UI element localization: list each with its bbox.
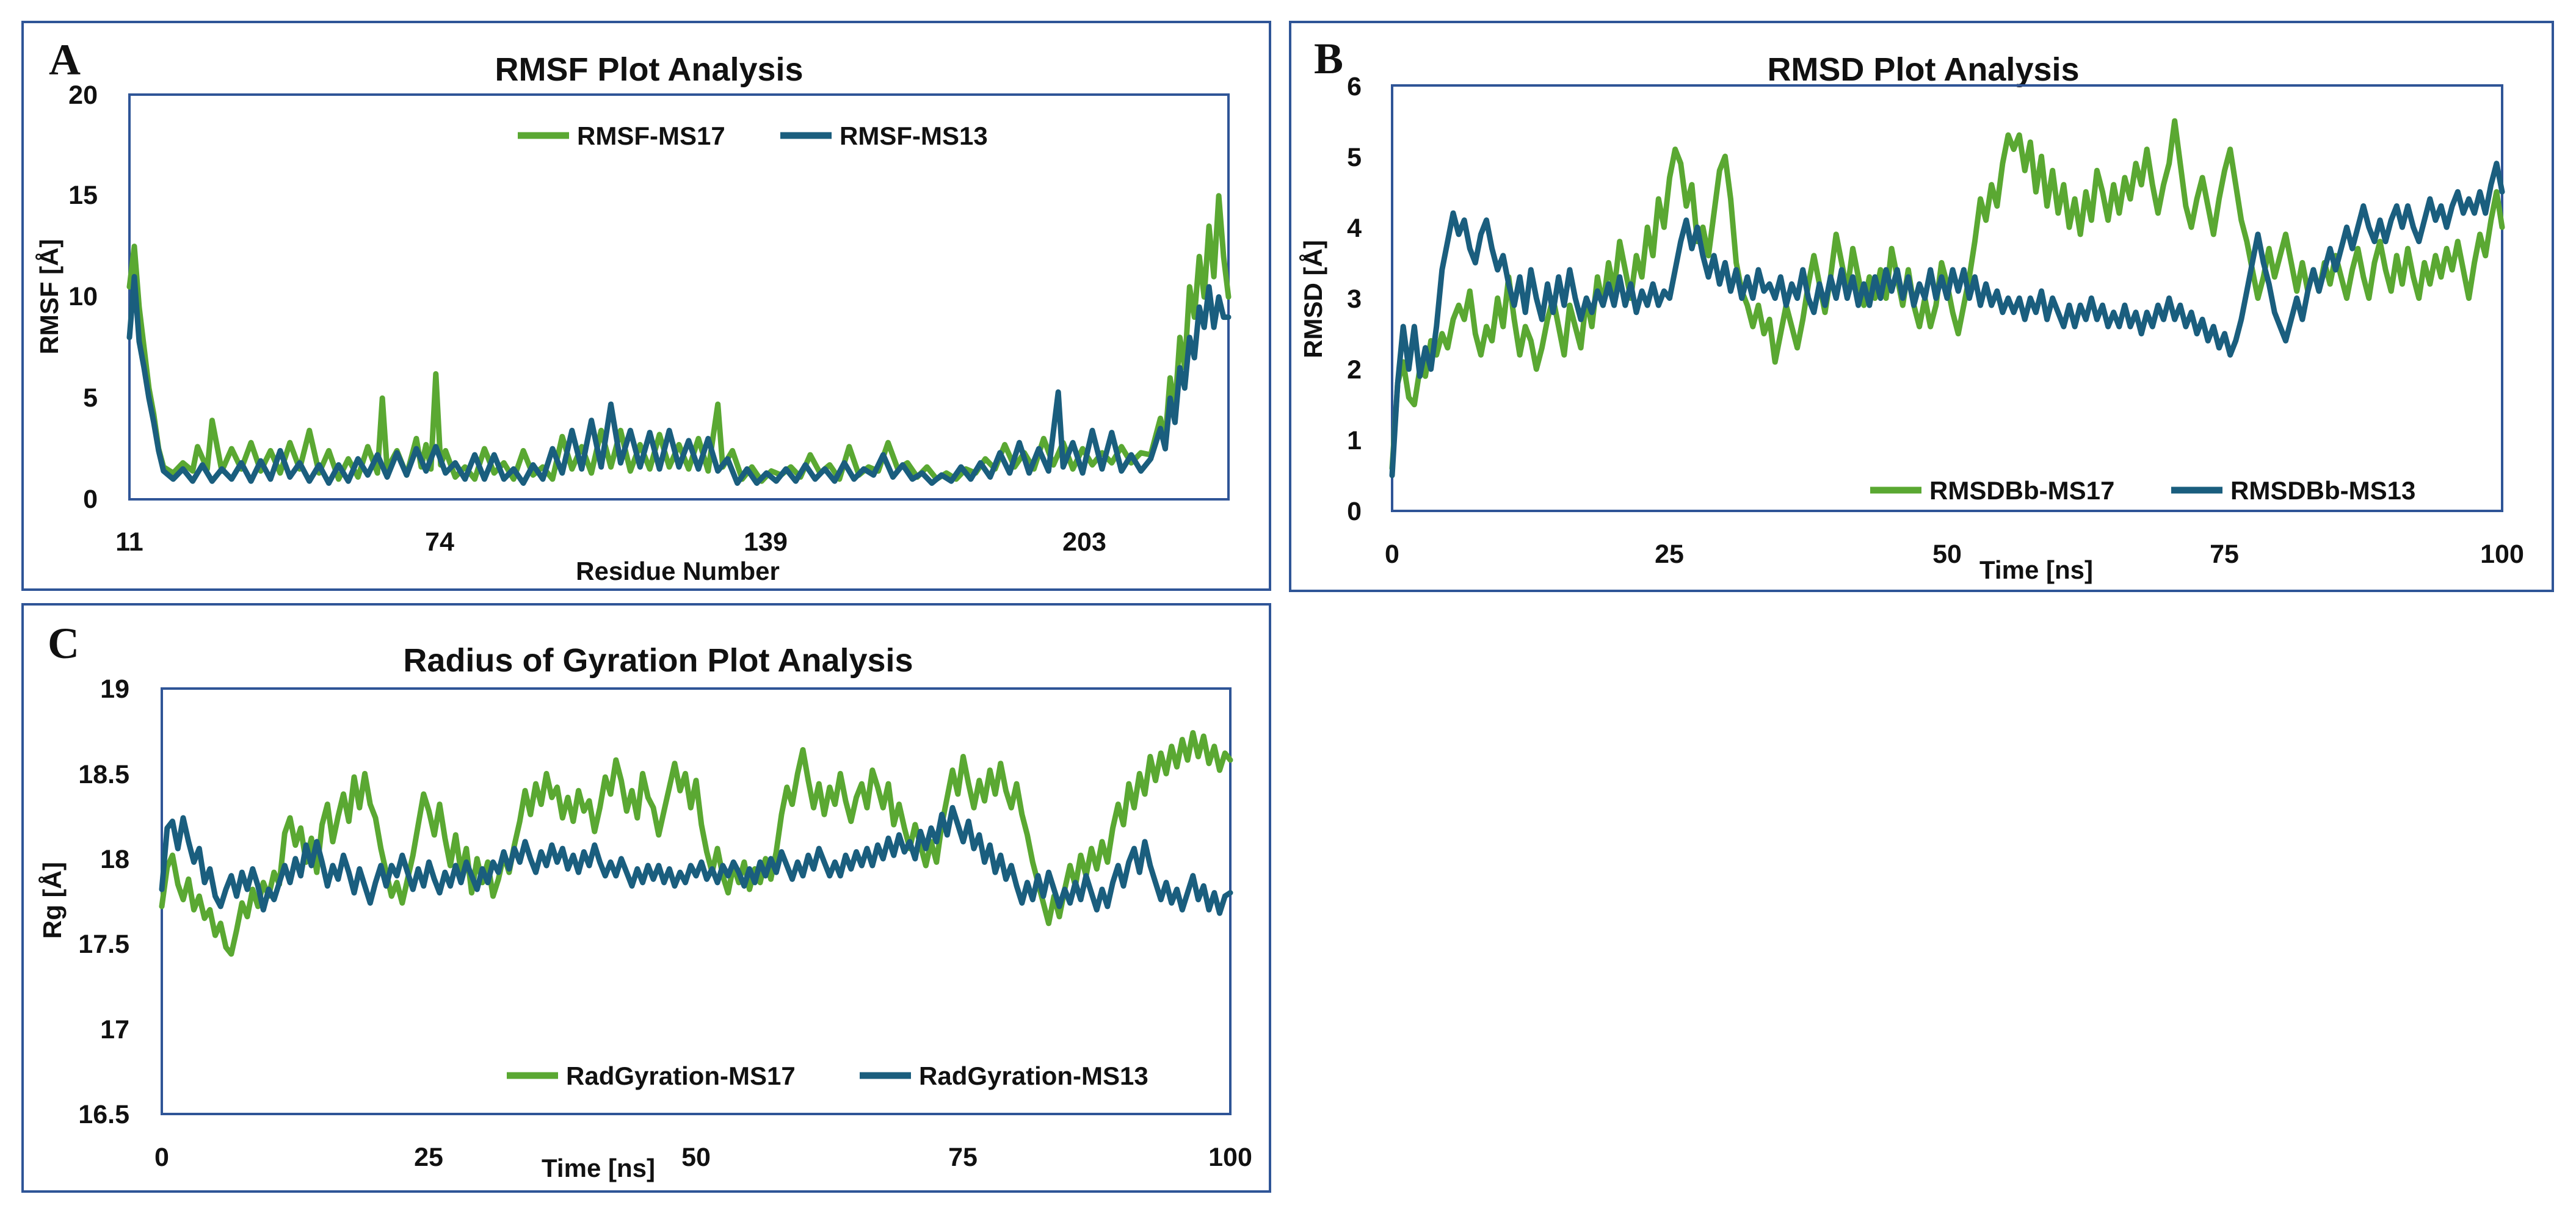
panel-c-title: Radius of Gyration Plot Analysis bbox=[403, 642, 913, 679]
panel-c-xtick-label: 25 bbox=[414, 1143, 443, 1172]
panel-a-xtick-label: 203 bbox=[1062, 527, 1106, 557]
panel-a-xtick-labels: 11 74 139 203 bbox=[115, 527, 1106, 557]
legend-label-ms17: RMSF-MS17 bbox=[577, 121, 725, 150]
panel-b-series-line-ms13 bbox=[1389, 161, 2505, 479]
panel-a-ytick-label: 0 bbox=[83, 485, 98, 514]
panel-c-ytick-label: 18 bbox=[100, 845, 129, 874]
panel-c-ytick-label: 19 bbox=[100, 675, 129, 704]
panel-a-xtick-label: 139 bbox=[744, 527, 788, 557]
panel-b-legend: RMSDBb-MS17 RMSDBb-MS13 bbox=[1870, 476, 2415, 505]
panel-b-ylabel: RMSD [Å] bbox=[1299, 240, 1327, 358]
panel-a-ytick-labels: 0 5 10 15 20 bbox=[68, 81, 98, 514]
panel-b-xtick-label: 0 bbox=[1385, 540, 1399, 569]
panel-a-ytick-label: 10 bbox=[68, 282, 98, 311]
panel-b-xtick-label: 100 bbox=[2480, 540, 2524, 569]
panel-a: A RMSF Plot Analysis 0 5 10 15 20 11 74 … bbox=[21, 21, 1271, 591]
panel-b: B RMSD Plot Analysis 0 1 2 3 4 5 6 0 25 … bbox=[1289, 21, 2554, 592]
panel-a-ytick-label: 5 bbox=[83, 383, 98, 413]
panel-b-plot-area bbox=[1391, 84, 2503, 512]
panel-a-legend: RMSF-MS17 RMSF-MS13 bbox=[518, 121, 988, 150]
panel-a-ylabel: RMSF [Å] bbox=[35, 239, 63, 355]
panel-c-ytick-label: 17.5 bbox=[78, 930, 129, 959]
panel-b-ytick-label: 1 bbox=[1347, 426, 1362, 455]
panel-b-title: RMSD Plot Analysis bbox=[1767, 51, 2079, 88]
panel-c-xtick-labels: 0 25 50 75 100 bbox=[154, 1143, 1252, 1172]
panel-c-label: C bbox=[48, 619, 79, 668]
panel-b-xtick-label: 50 bbox=[1932, 540, 1962, 569]
panel-b-ytick-label: 6 bbox=[1347, 72, 1362, 101]
legend-label-ms13: RadGyration-MS13 bbox=[919, 1062, 1148, 1090]
panel-b-xtick-label: 25 bbox=[1655, 540, 1684, 569]
panel-b-ytick-label: 3 bbox=[1347, 284, 1362, 314]
panel-b-series-group bbox=[1389, 118, 2505, 479]
panel-b-ytick-label: 0 bbox=[1347, 497, 1362, 526]
panel-a-xlabel: Residue Number bbox=[576, 557, 780, 585]
panel-a-ytick-label: 20 bbox=[68, 81, 98, 110]
panel-a-series-line-ms13 bbox=[126, 273, 1232, 486]
panel-a-label: A bbox=[49, 35, 81, 84]
panel-c-xtick-label: 0 bbox=[154, 1143, 169, 1172]
panel-c-xtick-label: 100 bbox=[1208, 1143, 1252, 1172]
panel-c-xtick-label: 75 bbox=[948, 1143, 978, 1172]
panel-a-xtick-label: 11 bbox=[115, 527, 143, 557]
panel-c-legend: RadGyration-MS17 RadGyration-MS13 bbox=[507, 1062, 1148, 1090]
legend-label-ms17: RMSDBb-MS17 bbox=[1929, 476, 2114, 505]
panel-c-ytick-label: 17 bbox=[100, 1015, 129, 1044]
panel-c-series-line-ms13 bbox=[159, 805, 1233, 916]
panel-c-ylabel: Rg [Å] bbox=[38, 862, 67, 939]
legend-label-ms13: RMSDBb-MS13 bbox=[2230, 476, 2415, 505]
panel-c-series-group bbox=[159, 730, 1233, 957]
legend-label-ms13: RMSF-MS13 bbox=[840, 121, 988, 150]
panel-c-xlabel: Time [ns] bbox=[542, 1154, 655, 1182]
panel-a-xtick-label: 74 bbox=[425, 527, 454, 557]
panel-b-ytick-label: 5 bbox=[1347, 143, 1362, 172]
panel-b-label: B bbox=[1314, 34, 1343, 83]
panel-a-ytick-label: 15 bbox=[68, 181, 98, 210]
panel-a-series-group bbox=[126, 193, 1232, 486]
panel-c-series-line-ms17 bbox=[159, 730, 1233, 957]
panel-b-xtick-labels: 0 25 50 75 100 bbox=[1385, 540, 2524, 569]
panel-c-ytick-label: 16.5 bbox=[78, 1100, 129, 1129]
panel-b-xlabel: Time [ns] bbox=[1979, 555, 2093, 584]
panel-a-frame bbox=[21, 21, 1271, 591]
panel-c-ytick-label: 18.5 bbox=[78, 760, 129, 789]
panel-b-ytick-label: 4 bbox=[1347, 214, 1362, 243]
panel-b-ytick-label: 2 bbox=[1347, 355, 1362, 385]
legend-label-ms17: RadGyration-MS17 bbox=[566, 1062, 796, 1090]
panel-b-xtick-label: 75 bbox=[2210, 540, 2239, 569]
panel-c: C Radius of Gyration Plot Analysis 16.5 … bbox=[21, 603, 1271, 1193]
panel-c-ytick-labels: 16.5 17 17.5 18 18.5 19 bbox=[78, 675, 129, 1129]
panel-c-xtick-label: 50 bbox=[681, 1143, 711, 1172]
panel-b-ytick-labels: 0 1 2 3 4 5 6 bbox=[1347, 72, 1362, 526]
panel-a-title: RMSF Plot Analysis bbox=[495, 51, 803, 88]
